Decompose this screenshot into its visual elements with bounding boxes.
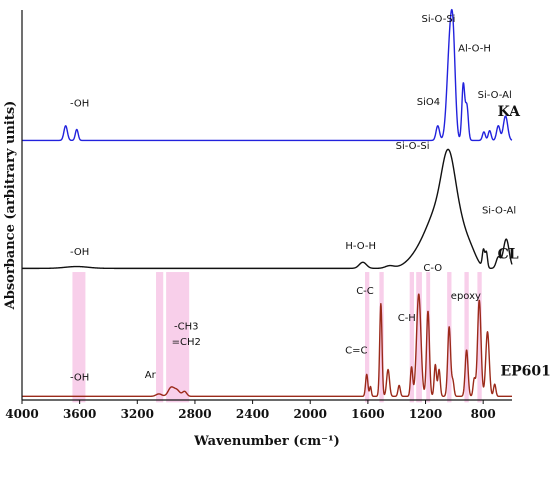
peak-annotations: -OH SiO4 Si-O-Si Al-O-H Si-O-Al -OH H-O-H Si-O-… bbox=[70, 14, 516, 383]
x-tick-label-2800: 2800 bbox=[178, 407, 211, 421]
highlight-band-6 bbox=[416, 272, 422, 403]
series-label-cl: CL bbox=[498, 247, 519, 263]
peak-annotation-ep601-2: -CH3 bbox=[174, 321, 198, 332]
x-tick-label-4000: 4000 bbox=[5, 407, 38, 421]
x-axis-ticks: 4000 3600 3200 2800 2400 2000 1600 1200 800 bbox=[5, 400, 496, 421]
highlight-band-7 bbox=[426, 272, 431, 403]
x-tick-label-2400: 2400 bbox=[236, 407, 269, 421]
series-lines bbox=[21, 8, 513, 398]
peak-annotation-ep601-1: Ar bbox=[145, 370, 157, 381]
x-tick-label-1200: 1200 bbox=[409, 407, 442, 421]
peak-annotation-ep601-6: C-H bbox=[398, 313, 416, 324]
peak-annotation-ka-3: Al-O-H bbox=[458, 43, 491, 54]
peak-annotation-cl-0: -OH bbox=[70, 247, 89, 258]
x-tick-label-800: 800 bbox=[471, 407, 496, 421]
highlight-band-2 bbox=[166, 272, 190, 403]
peak-annotation-ka-0: -OH bbox=[70, 98, 89, 109]
highlight-band-10 bbox=[477, 272, 482, 403]
highlight-band-9 bbox=[464, 272, 469, 403]
series-labels: KA CL EP601 bbox=[498, 104, 550, 380]
peak-annotation-ep601-3: =CH2 bbox=[172, 337, 201, 348]
series-label-ep601: EP601 bbox=[500, 364, 550, 380]
x-tick-label-3200: 3200 bbox=[121, 407, 154, 421]
peak-annotation-ep601-0: -OH bbox=[70, 373, 89, 384]
y-axis-label: Absorbance (arbitrary units) bbox=[3, 101, 18, 311]
peak-annotation-cl-1: H-O-H bbox=[345, 241, 376, 252]
highlight-band-5 bbox=[409, 272, 414, 403]
x-tick-label-1600: 1600 bbox=[351, 407, 384, 421]
peak-annotation-ep601-5: C-C bbox=[356, 286, 374, 297]
series-line-ka bbox=[21, 8, 513, 142]
peak-annotation-cl-2: Si-O-Si bbox=[396, 141, 430, 152]
series-line-cl bbox=[21, 148, 513, 270]
x-tick-label-3600: 3600 bbox=[63, 407, 96, 421]
peak-annotation-ka-4: Si-O-Al bbox=[478, 90, 512, 101]
highlight-band-0 bbox=[72, 272, 86, 403]
peak-annotation-ep601-4: C=C bbox=[345, 346, 367, 357]
peak-annotation-ep601-7: C-O bbox=[423, 263, 442, 274]
peak-annotation-ka-1: SiO4 bbox=[417, 97, 440, 108]
peak-annotation-ka-2: Si-O-Si bbox=[422, 14, 456, 25]
highlight-band-1 bbox=[156, 272, 164, 403]
highlight-band-3 bbox=[365, 272, 370, 403]
series-line-ep601 bbox=[21, 293, 513, 398]
peak-annotation-ep601-8: epoxy bbox=[451, 291, 481, 302]
peak-annotation-cl-3: Si-O-Al bbox=[482, 206, 516, 217]
series-label-ka: KA bbox=[498, 104, 522, 120]
x-axis-label: Wavenumber (cm⁻¹) bbox=[193, 434, 340, 449]
plot-frame bbox=[21, 10, 512, 401]
x-tick-label-2000: 2000 bbox=[294, 407, 327, 421]
